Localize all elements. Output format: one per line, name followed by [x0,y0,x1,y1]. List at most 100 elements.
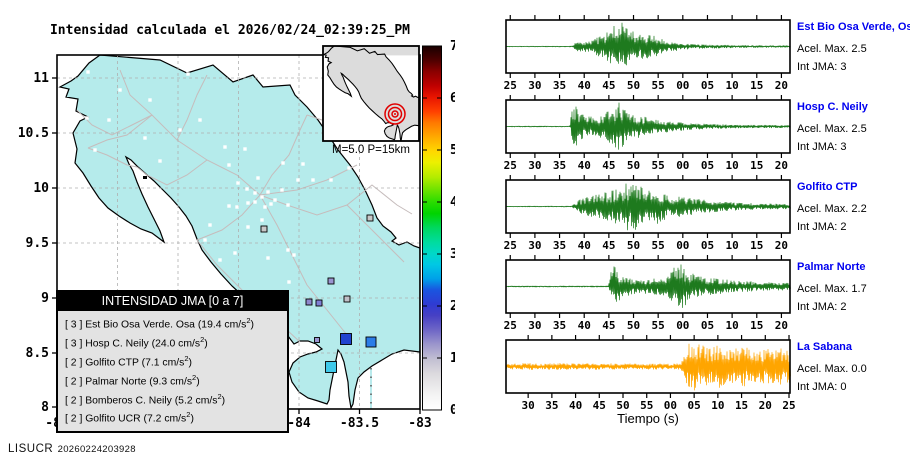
seismogram-frame [505,339,791,394]
intensity-marker [366,214,374,222]
station-marker [246,201,250,205]
panel-ticks: 25 30 35 40 45 50 55 00 05 10 15 20 [504,15,788,92]
station-marker [158,159,162,163]
station-marker [243,147,247,151]
station-marker [235,205,239,209]
seismogram-frame [505,259,791,314]
time-tick-label: 00 [676,239,689,252]
time-tick-label: 30 [528,159,541,172]
station-acel-max: Acel. Max. 2.5 [797,123,867,135]
colorbar-tick-label: 1 [450,351,455,366]
time-tick-label: 35 [553,159,566,172]
time-tick-label: 30 [528,319,541,332]
time-tick-label: 55 [652,319,665,332]
legend-rows: [ 3 ] Est Bio Osa Verde. Osa (19.4 cm/s2… [58,311,287,431]
station-int-jma: Int JMA: 2 [797,301,847,313]
station-marker [286,248,290,252]
station-marker [236,181,240,185]
time-tick-label: 50 [627,159,640,172]
intensity-marker [314,337,320,343]
time-tick-label: 45 [602,159,615,172]
time-tick-label: 05 [701,319,714,332]
time-tick-label: 10 [725,159,738,172]
intensity-marker [343,295,351,303]
colorbar-tick-label: 2 [450,299,455,314]
time-tick-label: 25 [782,399,795,412]
stations-no-data [85,70,372,284]
map-content [57,55,420,409]
legend-title: INTENSIDAD JMA [0 a 7] [58,292,287,311]
map-y-tick-label: 10 [33,181,49,196]
map-y-tick-label: 11 [33,71,49,86]
intensity-marker [305,298,313,306]
time-tick-label: 10 [725,79,738,92]
colorbar-tick-label: 5 [450,143,455,158]
time-tick-label: 20 [775,319,788,332]
colorbar-tick-label: 6 [450,91,455,106]
waveform-trace [505,22,791,66]
station-name: Golfito CTP [797,181,858,193]
intensity-marker [340,333,352,345]
waveform-trace [505,102,791,150]
waveform-trace [505,264,791,308]
time-tick-label: 40 [578,239,591,252]
panel-ticks: 25 30 35 40 45 50 55 00 05 10 15 20 [504,175,788,252]
time-tick-label: 20 [775,159,788,172]
time-tick-label: 10 [711,399,724,412]
station-acel-max: Acel. Max. 2.2 [797,203,867,215]
colorbar-labels: 01234567No sentidoDebilModeradoFuerteMuy… [422,39,455,418]
station-marker [218,258,222,262]
map-y-tick-label: 10.5 [18,126,49,141]
station-marker [292,253,296,257]
station-marker [287,280,291,284]
seismogram-frame [505,19,791,74]
station-marker [227,204,231,208]
time-tick-label: 40 [569,399,582,412]
station-marker [253,200,257,204]
time-tick-label: 40 [578,319,591,332]
station-marker [203,238,207,242]
panel-ticks: 30 35 40 45 50 55 00 05 10 15 20 25 [522,335,796,412]
intensity-marker [365,336,377,348]
station-acel-max: Acel. Max. 0.0 [797,363,867,375]
station-marker [233,251,237,255]
time-tick-label: 00 [676,159,689,172]
time-tick-label: 05 [688,399,701,412]
legend-item: [ 2 ] Palmar Norte (9.3 cm/s2) [65,372,200,388]
station-marker [281,161,285,165]
epicenter-marker [384,103,406,125]
station-marker [260,195,264,199]
intensity-marker [325,361,337,373]
legend-item: [ 3 ] Est Bio Osa Verde. Osa (19.4 cm/s2… [65,316,254,331]
station-marker [269,202,273,206]
intensity-legend: INTENSIDAD JMA [0 a 7] [ 3 ] Est Bio Osa… [56,290,289,434]
time-tick-label: 40 [578,159,591,172]
time-axis-label: Tiempo (s) [617,411,679,426]
intensity-marker [327,277,335,285]
time-tick-label: 55 [640,399,653,412]
time-tick-label: 55 [652,159,665,172]
time-tick-label: 10 [725,319,738,332]
station-int-jma: Int JMA: 3 [797,61,847,73]
station-name: Hosp C. Neily [797,101,868,113]
time-tick-label: 15 [750,239,763,252]
station-marker [208,223,212,227]
station-name: Palmar Norte [797,261,866,273]
legend-item: [ 3 ] Hosp C. Neily (24.0 cm/s2) [65,334,208,350]
time-tick-label: 15 [750,319,763,332]
time-tick-label: 45 [602,79,615,92]
map-y-tick-label: 8.5 [26,346,49,361]
watermark-value: 20260224203928 [57,444,136,455]
time-tick-label: 45 [593,399,606,412]
time-tick-label: 30 [522,399,535,412]
station-marker [93,148,97,152]
time-tick-label: 55 [652,79,665,92]
time-tick-label: 30 [528,239,541,252]
station-int-jma: Int JMA: 0 [797,381,847,393]
time-tick-label: 05 [701,159,714,172]
time-tick-label: 15 [750,159,763,172]
station-marker [347,166,351,170]
station-acel-max: Acel. Max. 1.7 [797,283,867,295]
station-marker [143,136,147,140]
stations-intensity [260,214,377,373]
